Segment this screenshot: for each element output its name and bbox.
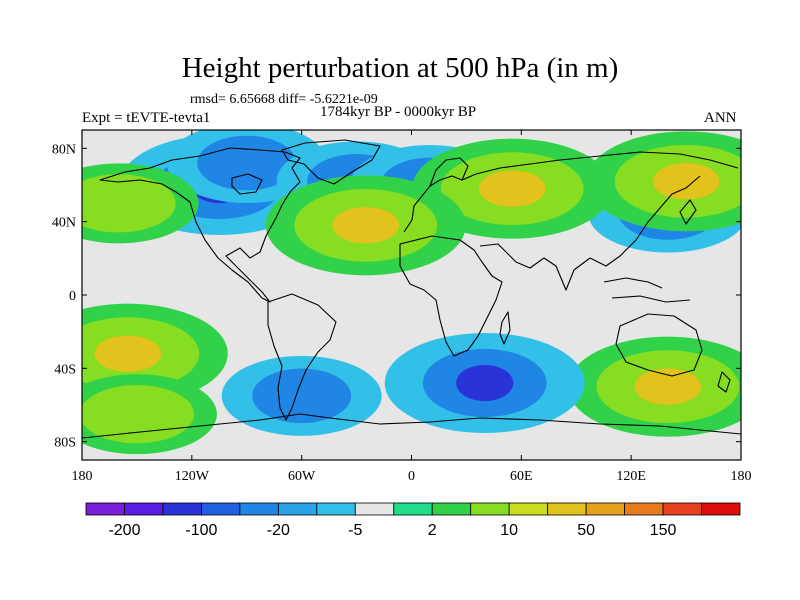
colorbar-swatch [547,502,587,516]
colorbar-label: 50 [577,522,595,539]
rmsd-stats: rmsd= 6.65668 diff= -5.6221e-09 [190,92,378,107]
coast-new-zealand [717,371,731,393]
x-tick-label: 60E [510,469,533,484]
coast-madagascar [499,311,511,345]
x-tick-label: 120E [616,469,646,484]
colorbar-swatch [585,502,625,516]
y-tick-label: 40S [54,362,76,377]
field-anomaly [478,170,546,207]
coast-hudson-bay [231,173,263,195]
coast-south-america [267,293,337,421]
coast-japan [679,199,697,225]
coast-east-asia [589,175,701,267]
colorbar-label: 2 [428,522,437,539]
x-tick-label: 120W [175,469,210,484]
field-anomaly [94,335,162,372]
field-anomaly [332,207,400,244]
coast-north-america [99,147,301,303]
colorbar-swatch [277,502,318,516]
colorbar-label: -200 [108,522,140,539]
coast-australia [615,313,703,377]
field-anomaly [456,364,514,402]
period-label: 1784kyr BP - 0000kyr BP [320,104,477,120]
x-tick-label: 60W [288,469,316,484]
colorbar-swatch [162,502,202,516]
field-anomaly [197,135,297,191]
coastlines [82,139,741,439]
map-field [82,130,741,460]
x-tick-label: 0 [408,469,415,484]
colorbar: -200 -100 -20 -5 2 10 50 150 [85,502,741,539]
coast-greenland [281,139,381,185]
x-tick-label: 180 [731,469,752,484]
colorbar-swatch [508,502,549,516]
colorbar-swatch [354,502,395,516]
axis-ticks: 180 120W 60W 0 60E 120E 180 80N 40N 0 40S 80S [52,130,752,484]
coast-arabia-india [479,243,591,291]
coast-africa [399,235,503,357]
colorbar-swatch [316,502,356,516]
colorbar-swatch [393,502,433,516]
y-tick-label: 0 [69,289,76,304]
y-tick-label: 80S [54,436,76,451]
colorbar-swatch [624,502,664,516]
y-tick-label: 40N [52,216,76,231]
colorbar-swatch [124,502,164,516]
colorbar-label: 10 [500,522,518,539]
coast-europe [403,151,739,233]
season-label: ANN [704,110,737,126]
colorbar-swatch [239,502,279,516]
colorbar-swatch [662,502,702,516]
colorbar-label: -5 [348,522,362,539]
colorbar-swatch [201,502,241,516]
chart-title: Height perturbation at 500 hPa (in m) [181,52,619,84]
experiment-label: Expt = tEVTE-tevta1 [82,110,211,126]
coast-scandinavia [429,157,469,187]
colorbar-label: -100 [185,522,217,539]
colorbar-swatch [431,502,472,516]
colorbar-swatch [85,502,125,516]
y-tick-label: 80N [52,142,76,157]
x-tick-label: 180 [72,469,93,484]
field-anomaly [82,385,195,444]
coast-se-asia [603,277,691,303]
field-anomaly [82,174,176,233]
field-anomaly [252,368,352,424]
colorbar-swatch [470,502,510,516]
field-anomaly [652,163,720,200]
colorbar-swatch [701,502,741,516]
field-anomaly [634,368,702,405]
colorbar-label: -20 [267,522,290,539]
coast-antarctica [82,413,741,439]
colorbar-label: 150 [650,522,677,539]
